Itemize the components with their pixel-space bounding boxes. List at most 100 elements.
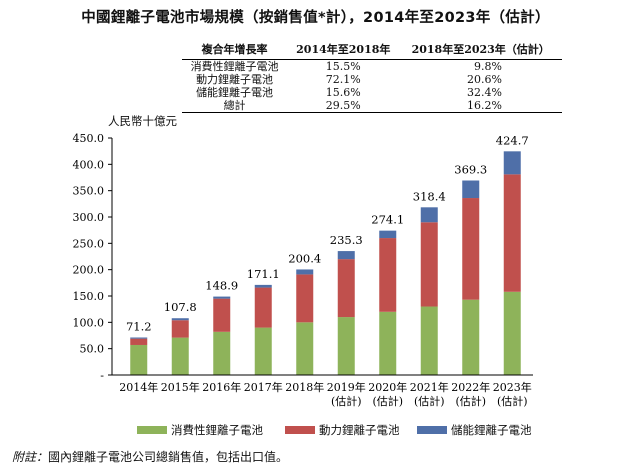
y-tick-label: 100.0 — [73, 316, 105, 329]
cagr-row-label: 動力鋰離子電池 — [196, 73, 274, 86]
cagr-value-period1: 72.1% — [325, 73, 361, 86]
bar-segment-storage — [171, 318, 189, 321]
x-tick-label: 2020年 — [368, 380, 407, 394]
footnote: 附註：國內鋰離子電池公司總銷售值，包括出口值。 — [12, 448, 288, 465]
y-tick-label: - — [100, 369, 104, 382]
legend-label-power: 動力鋰離子電池 — [319, 423, 400, 437]
cagr-value-period2: 9.8% — [474, 60, 502, 73]
y-tick-label: 50.0 — [80, 343, 105, 356]
bar-total-label: 424.7 — [496, 133, 529, 147]
bar-segment-power — [130, 338, 148, 345]
x-axis: 2014年 2015年 2016年 2017年 2018年 2019年(估計)2020年(… — [112, 374, 533, 408]
cagr-row-storage: 儲能鋰離子電池 15.6% 32.4% — [182, 86, 562, 99]
legend-swatch-consumer — [137, 426, 167, 434]
bar-segment-consumer — [462, 299, 480, 375]
bar-segment-power — [296, 274, 314, 323]
cagr-value-period2: 16.2% — [399, 99, 562, 113]
legend-swatch-power — [285, 426, 315, 434]
cagr-header-label: 複合年增長率 — [182, 40, 288, 60]
y-tick-label: 150.0 — [73, 290, 105, 303]
x-tick-label: (估計) — [497, 394, 528, 408]
bar-segment-power — [420, 222, 438, 307]
x-tick-label: 2014年 — [119, 380, 158, 394]
legend-item-power: 動力鋰離子電池 — [285, 422, 400, 438]
y-tick-label: 400.0 — [73, 158, 105, 171]
footnote-text: 國內鋰離子電池公司總銷售值，包括出口值。 — [48, 450, 289, 464]
y-axis: - 50.0 100.0 150.0 200.0 250.0 300.0 350.0 400.0… — [73, 132, 113, 382]
bar-total-label: 274.1 — [371, 213, 404, 227]
y-tick-label: 350.0 — [73, 185, 105, 198]
cagr-row-power: 動力鋰離子電池 72.1% 20.6% — [182, 73, 562, 86]
bar-total-label: 71.2 — [126, 320, 152, 334]
bar-segment-storage — [296, 269, 314, 275]
cagr-row-total: 總計 29.5% 16.2% — [182, 99, 562, 113]
bar-total-label: 200.4 — [288, 251, 321, 265]
bar-segment-storage — [213, 296, 231, 299]
legend-label-storage: 儲能鋰離子電池 — [451, 423, 532, 437]
x-tick-label: 2017年 — [244, 380, 283, 394]
bar-segment-consumer — [213, 331, 231, 375]
legend-swatch-storage — [417, 426, 447, 434]
x-tick-label: (估計) — [414, 394, 445, 408]
x-tick-label: (估計) — [331, 394, 362, 408]
y-tick-label: 200.0 — [73, 264, 105, 277]
cagr-row-consumer: 消費性鋰離子電池 15.5% 9.8% — [182, 60, 562, 74]
bar-segment-consumer — [171, 337, 189, 375]
chart-title: 中國鋰離子電池市場規模（按銷售值*計），2014年至2023年（估計） — [81, 10, 550, 26]
cagr-value-period1: 29.5% — [287, 99, 400, 113]
bar-total-label: 148.9 — [205, 279, 238, 293]
bar-segment-power — [379, 238, 397, 312]
cagr-row-label: 消費性鋰離子電池 — [190, 60, 279, 73]
bar-segment-power — [213, 298, 231, 332]
bar-segment-power — [462, 198, 480, 300]
x-tick-label: 2016年 — [202, 380, 241, 394]
legend-label-consumer: 消費性鋰離子電池 — [171, 423, 263, 437]
cagr-row-label: 總計 — [182, 99, 288, 113]
bar-segment-consumer — [379, 311, 397, 375]
footnote-prefix: 附註： — [12, 450, 49, 464]
x-tick-label: 2022年 — [451, 380, 490, 394]
bar-segment-storage — [462, 180, 480, 199]
bar-total-label: 369.3 — [454, 163, 487, 177]
cagr-value-period2: 20.6% — [467, 73, 502, 86]
bar-segment-storage — [379, 230, 397, 239]
bar-segment-consumer — [296, 322, 314, 375]
legend-item-storage: 儲能鋰離子電池 — [417, 422, 532, 438]
bar-segment-power — [503, 174, 521, 292]
cagr-value-period1: 15.6% — [325, 86, 361, 99]
bar-segment-power — [337, 259, 355, 318]
bar-segment-storage — [337, 251, 355, 260]
bar-segment-storage — [254, 284, 272, 288]
bar-segment-storage — [130, 337, 148, 339]
x-tick-label: 2018年 — [285, 380, 324, 394]
y-tick-label: 250.0 — [73, 237, 105, 250]
bar-total-label: 171.1 — [247, 267, 280, 281]
cagr-value-period2: 32.4% — [467, 86, 502, 99]
bars-group: 71.2 107.8 148.9 171.1 200.4 235.3 274.1 318.4 3… — [126, 133, 529, 375]
x-tick-label: 2021年 — [410, 380, 449, 394]
legend-item-consumer: 消費性鋰離子電池 — [137, 422, 263, 438]
bar-segment-power — [254, 287, 272, 328]
y-tick-label: 300.0 — [73, 211, 105, 224]
cagr-value-period1: 15.5% — [325, 60, 361, 73]
bar-segment-consumer — [503, 291, 521, 375]
bar-segment-consumer — [254, 327, 272, 375]
cagr-header-period2: 2018年至2023年（估計） — [399, 40, 562, 60]
x-tick-label: 2023年 — [493, 380, 532, 394]
cagr-header-period1: 2014年至2018年 — [287, 40, 400, 60]
bar-segment-consumer — [130, 344, 148, 375]
legend: 消費性鋰離子電池 動力鋰離子電池 儲能鋰離子電池 — [0, 422, 631, 438]
bar-segment-power — [171, 320, 189, 338]
x-tick-label: 2019年 — [327, 380, 366, 394]
cagr-row-label: 儲能鋰離子電池 — [196, 86, 274, 99]
y-axis-unit-label: 人民幣十億元 — [108, 114, 177, 128]
cagr-table: 複合年增長率 2014年至2018年 2018年至2023年（估計） 消費性鋰離… — [182, 40, 562, 113]
bar-segment-storage — [420, 207, 438, 223]
bar-segment-storage — [503, 151, 521, 175]
bar-total-label: 107.8 — [164, 300, 197, 314]
bar-total-label: 235.3 — [330, 233, 363, 247]
x-tick-label: 2015年 — [161, 380, 200, 394]
y-tick-label: 450.0 — [73, 132, 105, 145]
bar-segment-consumer — [420, 306, 438, 375]
